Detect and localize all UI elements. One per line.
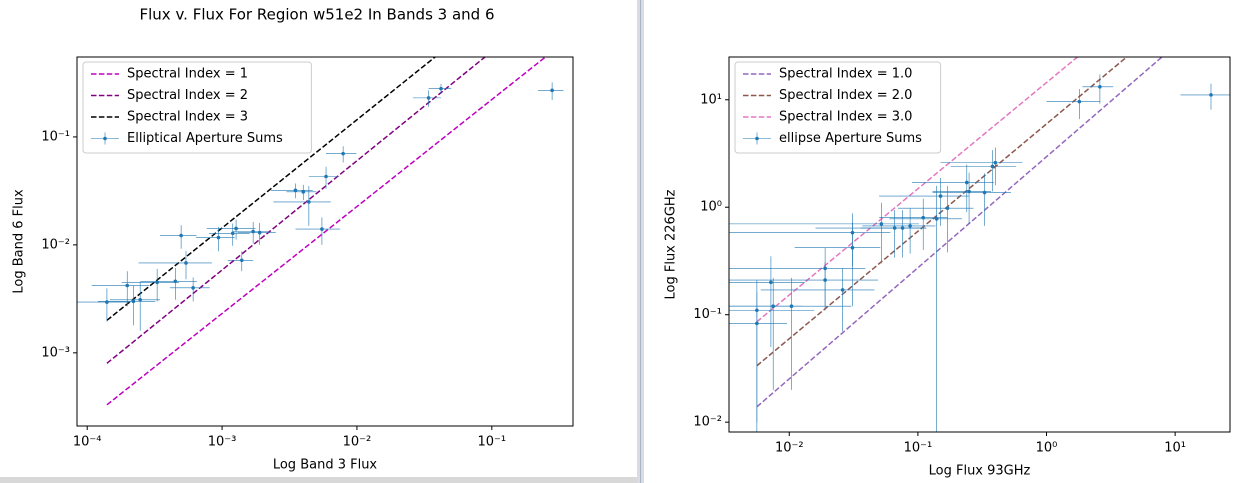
point xyxy=(439,86,443,91)
point xyxy=(1098,85,1102,89)
x-tick-label: 10⁻² xyxy=(775,441,804,456)
line xyxy=(106,57,546,406)
y-tick-label: 10⁰ xyxy=(700,200,722,215)
point xyxy=(301,190,306,194)
chart-title: Flux v. Flux For Region w51e2 In Bands 3… xyxy=(140,6,495,24)
point xyxy=(1077,99,1082,104)
x-tick-label: 10⁰ xyxy=(1036,441,1058,456)
legend-label: Spectral Index = 1.0 xyxy=(779,67,912,82)
x-tick-label: 10¹ xyxy=(1164,441,1186,456)
point xyxy=(131,299,136,304)
point xyxy=(945,206,950,210)
scrollbar[interactable] xyxy=(0,477,637,483)
legend-box xyxy=(734,61,942,154)
legend-label: Elliptical Aperture Sums xyxy=(127,131,283,146)
line xyxy=(106,57,436,321)
legend-label: Spectral Index = 3.0 xyxy=(779,110,912,125)
line xyxy=(756,57,1128,367)
axes-frame xyxy=(76,56,574,427)
point xyxy=(257,230,262,235)
point xyxy=(993,160,998,165)
plot-area xyxy=(729,57,1230,432)
point xyxy=(823,278,827,282)
legend-label: Spectral Index = 2 xyxy=(127,88,248,103)
x-axis-label: Log Flux 93GHz xyxy=(929,464,1031,479)
y-tick-label: 10¹ xyxy=(700,92,722,107)
y-tick-label: 10⁻¹ xyxy=(693,307,722,322)
point xyxy=(879,222,884,226)
legend-label: Spectral Index = 3 xyxy=(127,110,248,125)
line xyxy=(756,57,1163,408)
point xyxy=(982,190,987,195)
point xyxy=(324,174,328,179)
x-tick-label: 10⁻² xyxy=(343,435,372,450)
point xyxy=(850,245,855,250)
legend-box xyxy=(82,61,312,154)
legend-label: ellipse Aperture Sums xyxy=(779,131,922,146)
point xyxy=(908,224,912,228)
point xyxy=(964,180,969,185)
point xyxy=(138,297,142,302)
x-axis-label: Log Band 3 Flux xyxy=(273,458,378,473)
point xyxy=(173,279,178,284)
y-tick-label: 10⁻¹ xyxy=(41,129,70,144)
line xyxy=(756,57,1078,323)
point xyxy=(426,96,431,100)
point xyxy=(900,226,905,230)
legend-swatch xyxy=(103,136,107,141)
point xyxy=(769,280,773,285)
y-tick-label: 10⁻³ xyxy=(41,345,70,360)
point xyxy=(179,233,183,238)
axes-frame xyxy=(728,56,1231,433)
point xyxy=(1209,93,1213,97)
line xyxy=(106,57,486,364)
legend-swatch xyxy=(755,136,759,141)
point xyxy=(191,286,195,290)
point xyxy=(239,258,244,263)
y-tick-label: 10⁻² xyxy=(693,415,722,430)
point xyxy=(230,231,235,236)
point xyxy=(307,200,311,204)
point xyxy=(216,235,221,240)
point xyxy=(840,288,845,292)
legend-label: Spectral Index = 2.0 xyxy=(779,88,912,103)
point xyxy=(934,217,939,221)
y-tick-label: 10⁻² xyxy=(41,237,70,252)
point xyxy=(990,164,995,169)
point xyxy=(341,151,345,156)
point xyxy=(755,321,759,326)
x-tick-label: 10⁻¹ xyxy=(477,435,506,450)
plot-area xyxy=(77,57,564,406)
point xyxy=(234,226,238,231)
point xyxy=(184,261,188,265)
point xyxy=(938,194,943,198)
x-tick-label: 10⁻¹ xyxy=(904,441,933,456)
point xyxy=(293,188,298,193)
x-tick-label: 10⁻⁴ xyxy=(73,435,102,450)
point xyxy=(320,227,324,231)
x-tick-label: 10⁻³ xyxy=(208,435,237,450)
y-axis-label: Log Band 6 Flux xyxy=(12,189,27,294)
point xyxy=(105,300,109,304)
point xyxy=(125,283,130,288)
point xyxy=(550,88,554,93)
legend-label: Spectral Index = 1 xyxy=(127,67,248,82)
y-axis-label: Log Flux 226GHz xyxy=(664,189,679,299)
point xyxy=(789,304,794,308)
